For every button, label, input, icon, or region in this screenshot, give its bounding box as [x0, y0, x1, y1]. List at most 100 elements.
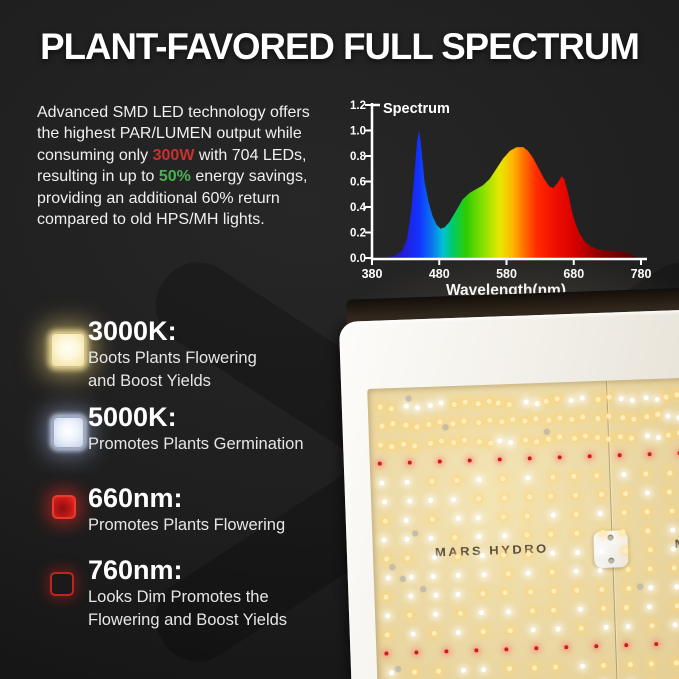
description-line: providing an additional 60% return — [37, 189, 280, 207]
white-led-dot — [428, 535, 434, 541]
warm-led-dot — [522, 418, 528, 424]
warm-led-dot — [506, 666, 513, 672]
warm-led-dot — [644, 414, 650, 420]
warm-led-dot — [499, 419, 505, 425]
white-led-dot — [455, 515, 461, 522]
description-line: the highest PAR/LUMEN output while — [37, 125, 302, 143]
warm-led-dot — [533, 416, 539, 422]
white-led-dot — [438, 400, 444, 406]
white-led-dot — [525, 570, 531, 576]
white-led-dot — [643, 395, 649, 401]
warm-led-dot — [500, 514, 506, 520]
warm-led-dot — [648, 661, 655, 667]
warm-led-dot — [548, 531, 554, 537]
warm-led-dot — [507, 628, 513, 634]
white-led-dot — [646, 604, 653, 610]
warm-led-dot — [574, 587, 580, 593]
warm-led-dot — [600, 605, 607, 612]
warm-led-dot — [502, 590, 508, 596]
white-led-dot — [428, 497, 434, 503]
warm-led-dot — [572, 492, 579, 498]
white-led-dot — [644, 490, 651, 496]
warm-led-dot — [403, 422, 409, 428]
warm-led-dot — [643, 471, 649, 477]
warm-led-dot — [617, 434, 624, 440]
warm-led-dot — [557, 415, 563, 421]
warm-led-dot — [571, 435, 578, 441]
description-paragraph: Advanced SMD LED technology offers the h… — [37, 102, 349, 230]
white-led-dot — [382, 499, 388, 505]
white-led-dot — [555, 626, 561, 632]
warm-led-dot — [598, 491, 605, 498]
warm-led-dot — [451, 401, 457, 408]
warm-led-dot — [486, 398, 492, 404]
warm-led-dot — [379, 423, 385, 429]
warm-led-dot — [377, 404, 383, 410]
warm-led-dot — [569, 416, 575, 422]
warm-led-dot — [429, 478, 435, 484]
feature-heading: 5000K: — [88, 402, 177, 432]
white-led-dot — [408, 574, 414, 580]
warm-led-dot — [476, 496, 482, 502]
white-led-dot — [550, 512, 556, 518]
warm-led-dot — [623, 605, 630, 611]
white-led-dot — [579, 395, 585, 401]
screw-led-dot — [406, 396, 411, 401]
white-led-dot — [597, 510, 603, 517]
led-board: MARS HYDRO MARS HYDRO — [367, 377, 679, 679]
white-led-dot — [379, 480, 385, 486]
white-led-dot — [497, 438, 503, 444]
warm-led-dot — [455, 553, 461, 560]
white-led-dot — [549, 550, 556, 556]
white-led-dot — [381, 537, 387, 543]
grow-light-panel-photo: MARS HYDRO MARS HYDRO — [338, 286, 679, 679]
white-led-dot — [508, 439, 514, 446]
brand-logo: MARS HYDRO — [434, 541, 549, 560]
warm-led-dot — [669, 508, 675, 514]
warm-led-dot — [674, 603, 679, 609]
white-led-dot — [574, 549, 581, 555]
screw-led-dot — [443, 425, 448, 430]
warm-led-dot — [383, 594, 389, 600]
feature-heading: 660nm: — [88, 483, 183, 513]
description-line: Advanced SMD LED technology offers — [37, 104, 310, 121]
red-led-dot — [617, 453, 622, 458]
warm-led-dot — [600, 662, 607, 669]
svg-text:0.0: 0.0 — [350, 253, 366, 265]
feature-heading: 760nm: — [88, 555, 183, 585]
savings-highlight: 50% — [158, 168, 191, 186]
warm-led-dot — [663, 394, 669, 400]
warm-led-dot — [628, 435, 635, 441]
red-led-dot — [534, 646, 539, 651]
warm-led-dot — [476, 420, 482, 426]
white-led-dot — [478, 610, 485, 616]
chart-title: Spectrum — [383, 101, 450, 117]
warm-led-dot — [475, 401, 481, 407]
warm-led-dot — [412, 669, 418, 675]
warm-led-dot — [606, 436, 612, 442]
warm-led-dot — [429, 516, 435, 522]
warm-led-dot — [506, 402, 512, 408]
red-led-dot — [444, 649, 449, 654]
warm-led-dot — [594, 434, 601, 441]
warm-led-dot — [626, 585, 632, 592]
warm-led-dot — [649, 623, 655, 629]
warm-led-dot — [631, 416, 637, 422]
warm-led-dot — [594, 472, 600, 479]
warm-led-dot — [620, 415, 626, 421]
white-led-dot — [665, 413, 671, 419]
warm-led-dot — [644, 509, 650, 515]
warm-led-dot — [545, 436, 552, 442]
warm-led-dot — [452, 534, 458, 541]
svg-text:0.8: 0.8 — [350, 151, 367, 163]
white-led-dot — [525, 475, 531, 481]
warm-led-dot — [378, 442, 384, 448]
svg-text:1.0: 1.0 — [350, 126, 366, 138]
warm-led-dot — [450, 420, 456, 427]
warm-led-dot — [666, 489, 673, 495]
warm-led-dot — [412, 443, 418, 449]
white-led-dot — [530, 627, 536, 633]
red-660-led-icon — [52, 495, 76, 519]
warm-led-dot — [556, 434, 563, 440]
white-led-dot — [455, 629, 461, 636]
